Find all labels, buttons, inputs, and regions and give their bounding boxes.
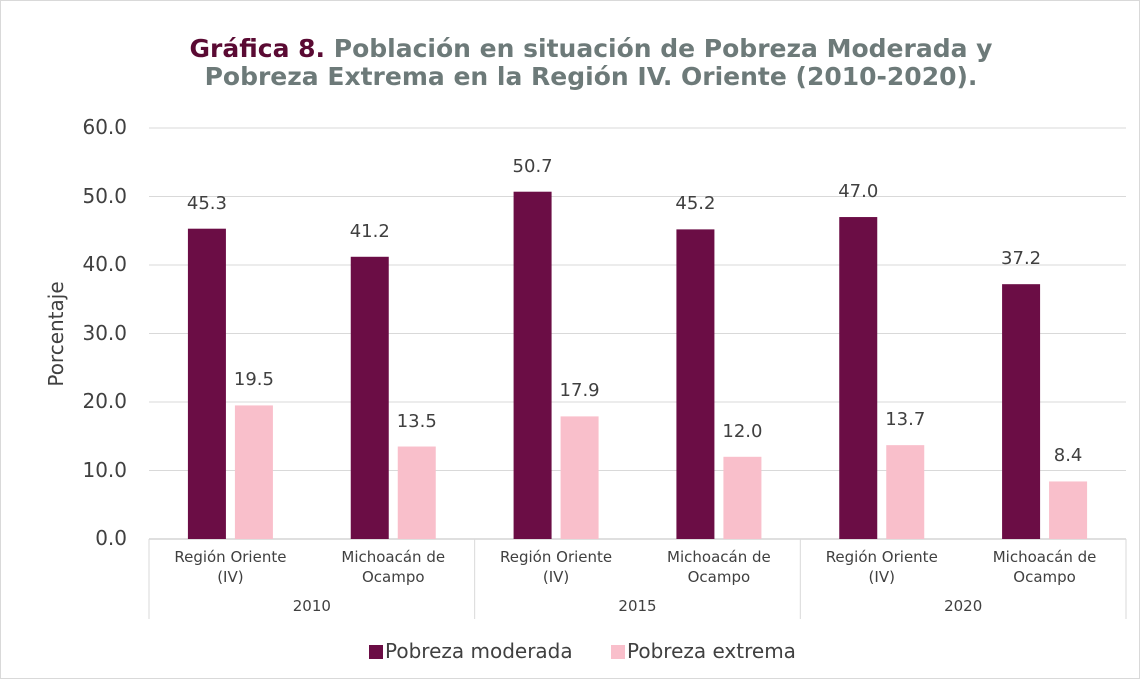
group-label: 2020: [944, 597, 983, 615]
x-tick-label: Michoacán de Ocampo: [341, 548, 446, 586]
data-label: 37.2: [1001, 248, 1042, 270]
data-label: 13.5: [396, 410, 437, 432]
data-label: 8.4: [1053, 445, 1083, 467]
data-label: 47.0: [838, 181, 879, 203]
group-label: 2015: [618, 597, 657, 615]
y-tick-label: 0.0: [95, 526, 127, 550]
x-tick-label: Michoacán de Ocampo: [667, 548, 771, 586]
title-text: Población en situación de Pobreza Modera…: [204, 34, 993, 91]
legend-swatch: [369, 645, 383, 659]
data-label: 50.7: [512, 155, 553, 177]
bar: [676, 229, 715, 539]
data-label: 45.3: [186, 192, 227, 214]
y-tick-label: 60.0: [82, 115, 127, 139]
legend-swatch: [611, 645, 625, 659]
bar: [839, 217, 878, 540]
y-tick-label: 40.0: [82, 252, 127, 276]
group-label: 2010: [292, 597, 331, 615]
y-tick-label: 50.0: [82, 183, 127, 208]
data-label: 45.2: [675, 193, 716, 215]
bar: [234, 405, 273, 539]
data-label: 13.7: [885, 409, 926, 431]
data-label: 19.5: [233, 369, 274, 391]
legend-label: Pobreza moderada: [385, 639, 573, 663]
bar: [1049, 481, 1088, 539]
y-tick-label: 30.0: [82, 320, 127, 345]
y-tick-label: 10.0: [82, 457, 127, 482]
bar: [1002, 284, 1041, 539]
x-tick-label: Región Oriente (IV): [500, 548, 613, 586]
y-axis-label: Porcentaje: [44, 281, 68, 387]
bar: [723, 456, 762, 539]
bar: [397, 446, 436, 539]
data-label: 12.0: [722, 420, 763, 442]
chart-title: Gráfica 8. Población en situación de Pob…: [141, 35, 1041, 91]
bar: [560, 416, 599, 539]
data-label: 41.2: [349, 220, 390, 242]
x-tick-label: Región Oriente (IV): [174, 548, 287, 586]
bar: [886, 445, 925, 539]
x-tick-label: Michoacán de Ocampo: [992, 548, 1097, 586]
bar: [187, 228, 226, 539]
legend-label: Pobreza extrema: [627, 639, 796, 663]
y-tick-label: 20.0: [82, 389, 127, 413]
x-tick-label: Región Oriente (IV): [825, 548, 938, 586]
data-label: 17.9: [559, 380, 600, 402]
title-label: Gráfica 8.: [189, 34, 326, 63]
bar: [350, 256, 389, 539]
bar: [513, 191, 552, 539]
